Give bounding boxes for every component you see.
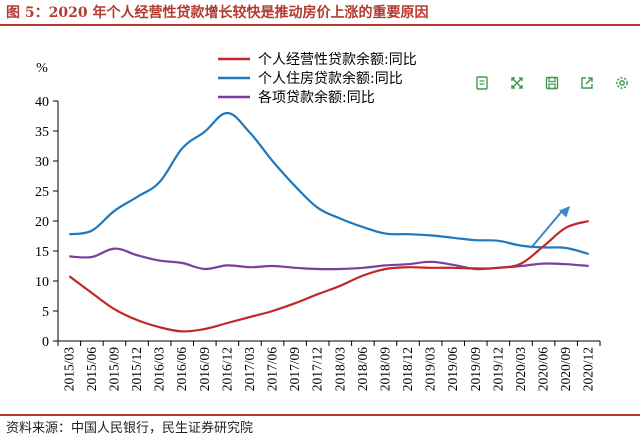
- y-tick-label: 35: [35, 125, 49, 140]
- x-tick-label: 2020/03: [513, 347, 528, 392]
- x-tick-label: 2018/12: [400, 347, 415, 391]
- y-tick-label: 5: [42, 305, 49, 320]
- x-tick-label: 2015/06: [84, 347, 99, 392]
- y-axis-unit: %: [36, 61, 48, 76]
- y-tick-label: 30: [35, 155, 49, 170]
- y-tick-label: 20: [35, 215, 49, 230]
- x-tick-label: 2016/12: [219, 347, 234, 391]
- x-tick-label: 2019/06: [445, 347, 460, 392]
- x-tick-label: 2017/03: [242, 347, 257, 392]
- legend-label-2: 各项贷款余额:同比: [258, 89, 375, 106]
- line-chart: 0 5 10 15 20 25 30 35 40% 2015/03 2015/06 2015/09 20…: [35, 51, 601, 392]
- restore-icon[interactable]: [507, 73, 527, 93]
- x-tick-label: 2020/09: [558, 347, 573, 392]
- source-rule: [0, 414, 640, 416]
- y-tick-label: 0: [42, 335, 49, 350]
- settings-icon[interactable]: [612, 73, 632, 93]
- legend-label-1: 个人住房贷款余额:同比: [258, 70, 403, 87]
- x-tick-label: 2016/06: [174, 347, 189, 392]
- x-tick-label: 2017/12: [310, 347, 325, 391]
- x-tick-label: 2019/12: [490, 347, 505, 391]
- title-rule: [0, 24, 640, 26]
- data-view-icon[interactable]: [472, 73, 492, 93]
- source-note: 资料来源：中国人民银行，民生证券研究院: [6, 421, 254, 436]
- x-tick-label: 2017/06: [265, 347, 280, 392]
- x-tick-label: 2016/09: [197, 347, 212, 392]
- x-tick-label: 2018/03: [332, 347, 347, 392]
- series-line-0: [68, 219, 590, 333]
- x-tick-label: 2020/06: [536, 347, 551, 392]
- trend-arrow-shaft: [530, 210, 563, 249]
- x-tick-label: 2016/03: [152, 347, 167, 392]
- x-tick-label: 2018/06: [355, 347, 370, 392]
- y-tick-label: 25: [35, 185, 49, 200]
- y-tick-label: 10: [35, 275, 49, 290]
- x-tick-label: 2018/09: [377, 347, 392, 392]
- series-line-1: [69, 111, 589, 256]
- chart-toolbox: [472, 73, 632, 93]
- legend-label-0: 个人经营性贷款余额:同比: [258, 51, 417, 68]
- x-tick-label: 2020/12: [581, 347, 596, 391]
- x-tick-label: 2019/09: [468, 347, 483, 392]
- share-icon[interactable]: [577, 73, 597, 93]
- figure-title: 图 5：2020 年个人经营性贷款增长较快是推动房价上涨的重要原因: [6, 5, 429, 21]
- x-tick-label: 2017/09: [287, 347, 302, 392]
- y-tick-label: 40: [35, 95, 49, 110]
- x-tick-label: 2019/03: [423, 347, 438, 392]
- save-image-icon[interactable]: [542, 73, 562, 93]
- y-tick-label: 15: [35, 245, 49, 260]
- x-tick-label: 2015/03: [61, 347, 76, 392]
- x-tick-label: 2015/12: [129, 347, 144, 391]
- x-tick-label: 2015/09: [106, 347, 121, 392]
- trend-arrow-head: [558, 206, 571, 218]
